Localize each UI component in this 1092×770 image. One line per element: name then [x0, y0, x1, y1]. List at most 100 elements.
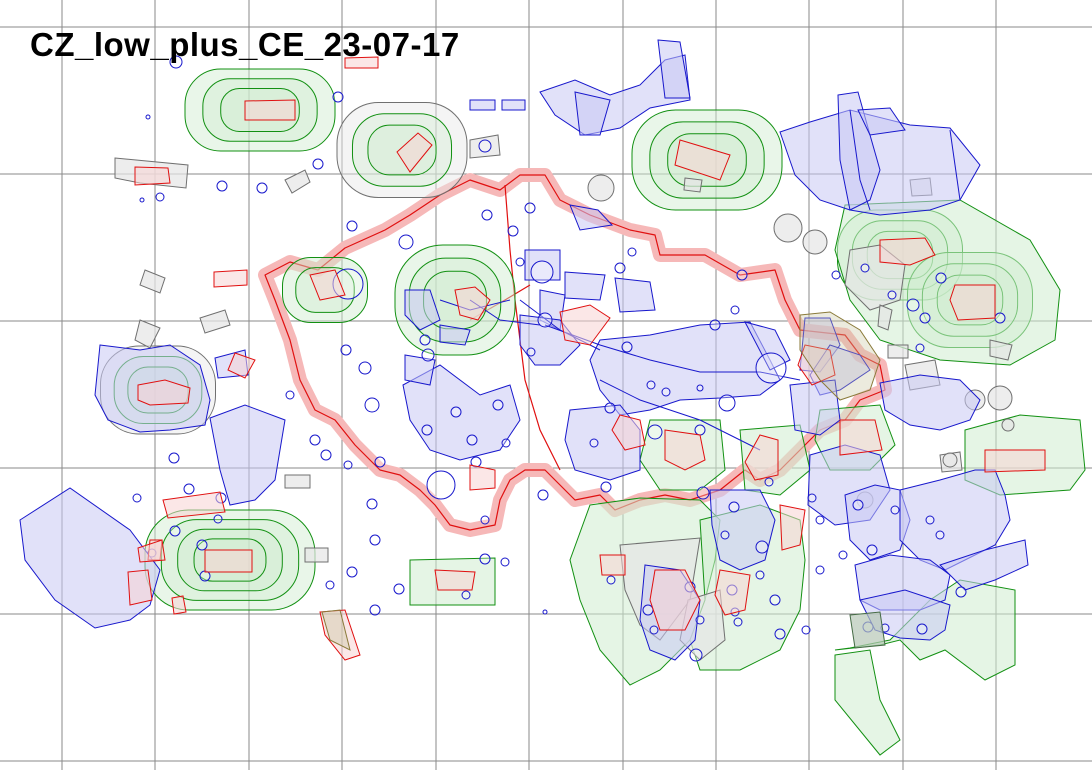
restricted-zone — [469, 464, 496, 491]
restricted-point — [332, 91, 344, 103]
restricted-point — [994, 312, 1006, 324]
airspace-circle — [1001, 418, 1015, 432]
restricted-point — [755, 540, 769, 554]
restricted-point — [696, 384, 704, 392]
restricted-zone — [674, 139, 731, 181]
restricted-zone — [879, 237, 936, 266]
restricted-zone — [779, 504, 806, 551]
airspace-zone — [837, 91, 881, 211]
restricted-point — [481, 209, 493, 221]
restricted-point — [887, 290, 897, 300]
airspace-circle — [802, 229, 828, 255]
airspace-circle — [587, 174, 615, 202]
restricted-point — [600, 481, 612, 493]
restricted-point — [346, 220, 358, 232]
airspace-zone — [879, 374, 981, 431]
restricted-point — [614, 262, 626, 274]
airspace-circle — [942, 452, 958, 468]
restricted-point — [285, 390, 295, 400]
restricted-zone — [664, 429, 706, 471]
restricted-point — [589, 438, 599, 448]
map-title: CZ_low_plus_CE_23-07-17 — [30, 26, 460, 63]
airspace-zone — [139, 269, 166, 294]
restricted-point — [696, 486, 710, 500]
airspace-zone — [887, 344, 909, 359]
airspace-zone — [709, 489, 776, 571]
restricted-point — [480, 515, 490, 525]
restricted-point — [500, 557, 510, 567]
restricted-point — [604, 402, 616, 414]
restricted-point — [606, 575, 616, 585]
restricted-point — [340, 344, 352, 356]
airspace-zone — [857, 107, 906, 136]
restricted-point — [524, 202, 536, 214]
restricted-zone — [127, 569, 153, 606]
restricted-zone — [244, 99, 296, 121]
restricted-point — [358, 361, 372, 375]
restricted-point — [374, 456, 386, 468]
restricted-point — [450, 406, 462, 418]
restricted-point — [621, 341, 633, 353]
restricted-zone — [599, 554, 626, 576]
restricted-point — [542, 609, 548, 615]
restricted-point — [916, 623, 928, 635]
airspace-zone — [877, 304, 893, 331]
airspace-circle — [773, 213, 803, 243]
restricted-point — [919, 312, 931, 324]
restricted-point — [169, 55, 183, 69]
restricted-point — [661, 387, 671, 397]
airspace-zone — [404, 354, 436, 386]
airspace-zone — [284, 169, 311, 194]
restricted-zone — [454, 286, 491, 321]
airspace-zone — [321, 609, 351, 651]
restricted-point — [155, 192, 165, 202]
restricted-point — [515, 257, 525, 267]
restricted-point — [807, 493, 817, 503]
restricted-zone — [744, 434, 779, 481]
airspace-zone — [404, 289, 441, 331]
airspace-zone — [657, 39, 691, 99]
restricted-point — [325, 580, 335, 590]
restricted-point — [132, 493, 142, 503]
restricted-zone — [137, 379, 191, 406]
restricted-point — [320, 449, 332, 461]
airspace-zone — [284, 474, 311, 489]
restricted-zone — [649, 569, 701, 631]
restricted-point — [530, 260, 554, 284]
restricted-zone — [227, 352, 256, 379]
restricted-point — [718, 394, 736, 412]
airspace-zone — [209, 404, 286, 506]
airspace-zone — [989, 339, 1013, 361]
restricted-point — [838, 550, 848, 560]
restricted-point — [466, 434, 478, 446]
airspace-zone — [304, 547, 329, 563]
restricted-point — [736, 269, 748, 281]
restricted-point — [649, 625, 659, 635]
restricted-zone — [839, 419, 883, 456]
restricted-zone — [559, 304, 611, 346]
restricted-zone — [171, 595, 187, 615]
airspace-zone — [439, 324, 471, 346]
restricted-point — [492, 399, 504, 411]
restricted-point — [925, 515, 935, 525]
restricted-zone — [984, 449, 1046, 473]
restricted-point — [369, 534, 381, 546]
restricted-point — [730, 305, 740, 315]
airway-line — [849, 109, 871, 211]
airspace-zone — [199, 309, 231, 334]
airspace-zone — [683, 177, 703, 193]
restricted-point — [815, 565, 825, 575]
restricted-point — [647, 424, 663, 440]
restricted-point — [769, 594, 781, 606]
airspace-layers — [19, 39, 1086, 756]
restricted-zone — [204, 549, 253, 573]
airspace-zone — [469, 134, 501, 159]
restricted-point — [312, 158, 324, 170]
airway-line — [949, 129, 961, 201]
restricted-point — [426, 470, 456, 500]
restricted-point — [955, 586, 967, 598]
restricted-point — [183, 483, 195, 495]
airspace-zone — [799, 311, 881, 401]
